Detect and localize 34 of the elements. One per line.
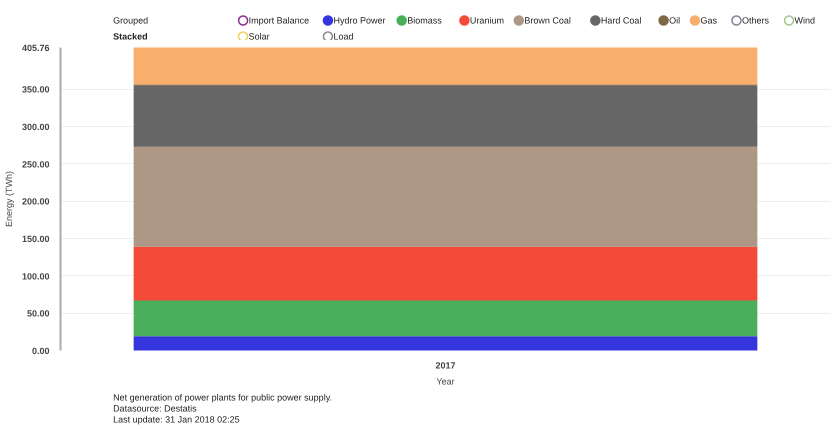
- bar: [134, 85, 758, 147]
- legend-label: Hydro Power: [333, 16, 386, 26]
- y-tick-label: 350.00: [22, 84, 50, 95]
- bar: [134, 48, 758, 85]
- legend-label: Biomass: [407, 16, 442, 26]
- legend-label: Uranium: [470, 16, 504, 26]
- legend-label: Brown Coal: [524, 16, 571, 26]
- y-tick-label: 300.00: [22, 122, 50, 132]
- y-tick-label: 0.00: [32, 346, 50, 356]
- y-tick-label: 100.00: [22, 271, 50, 282]
- y-tick-label: 200.00: [22, 196, 50, 207]
- text: Datasource: Destatis: [113, 404, 198, 414]
- legend-label: Wind: [794, 16, 816, 26]
- y-tick-label: 405.76: [22, 43, 50, 53]
- legend-label: Import Balance: [248, 16, 310, 26]
- bar: [134, 300, 758, 336]
- bar: [134, 336, 758, 350]
- x-axis-title: Year: [436, 376, 455, 386]
- legend-label: Load: [333, 32, 354, 42]
- legend-label: Hard Coal: [600, 16, 642, 26]
- y-axis-title: Energy (TWh): [4, 170, 14, 228]
- bar: [134, 246, 758, 300]
- y-tick-label: 50.00: [26, 308, 50, 319]
- legend-label: Gas: [700, 16, 718, 26]
- text: Stacked: [113, 32, 148, 42]
- text: Grouped: [113, 16, 148, 26]
- y-tick-label: 150.00: [22, 234, 50, 244]
- legend-label: Others: [742, 16, 770, 26]
- legend-label: Oil: [669, 16, 680, 26]
- y-tick-label: 250.00: [22, 159, 50, 170]
- x-tick-label: 2017: [435, 360, 456, 370]
- legend-label: Solar: [248, 32, 270, 42]
- text: Last update: 31 Jan 2018 02:25: [113, 414, 240, 424]
- text: Net generation of power plants for public power supply.: [113, 392, 332, 402]
